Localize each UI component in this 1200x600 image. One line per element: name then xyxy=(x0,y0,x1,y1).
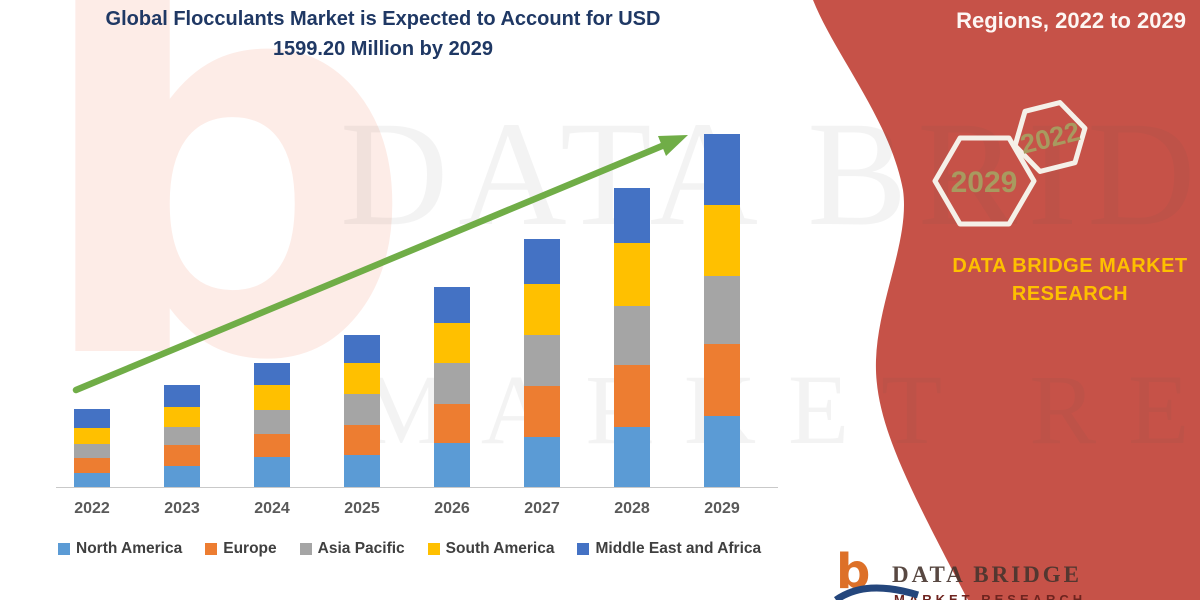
bar-segment xyxy=(524,334,560,386)
legend-label: Europe xyxy=(223,540,277,557)
legend-item: Middle East and Africa xyxy=(577,540,761,558)
trend-arrow-line xyxy=(72,142,666,394)
bar-segment xyxy=(434,404,470,444)
bar-segment xyxy=(614,305,650,365)
bar-segment xyxy=(254,385,290,410)
x-axis-label: 2024 xyxy=(254,500,290,517)
bar-segment xyxy=(614,364,650,427)
legend-item: North America xyxy=(58,540,182,558)
bar-segment xyxy=(344,424,380,455)
bar-segment xyxy=(704,134,740,205)
brand-name-line-1: DATA BRIDGE MARKET xyxy=(952,255,1188,277)
bar-segment xyxy=(164,466,200,487)
bar-segment xyxy=(344,454,380,487)
bar-segment xyxy=(704,204,740,276)
legend-swatch xyxy=(58,543,70,555)
x-axis-label: 2028 xyxy=(614,500,650,517)
bar-segment xyxy=(254,409,290,434)
x-axis-label: 2022 xyxy=(74,500,110,517)
footer-logo-subline: MARKET RESEARCH xyxy=(894,592,1087,600)
x-axis-label: 2027 xyxy=(524,500,560,517)
x-axis-line xyxy=(56,487,778,488)
legend-label: South America xyxy=(445,540,555,557)
bar-segment xyxy=(434,362,470,404)
footer-logo-name: DATA BRIDGE xyxy=(892,562,1082,587)
x-axis-label: 2029 xyxy=(704,500,740,517)
legend-item: Asia Pacific xyxy=(299,540,405,558)
legend-swatch xyxy=(299,543,312,555)
legend-swatch xyxy=(427,543,440,555)
trend-arrow-head xyxy=(658,135,688,156)
bar-segment xyxy=(524,436,560,487)
legend-item: Europe xyxy=(205,540,277,558)
bar-segment xyxy=(344,394,380,425)
bar-segment xyxy=(164,426,200,446)
bar-segment xyxy=(614,188,650,244)
bar-segment xyxy=(434,287,470,323)
bar-segment xyxy=(434,443,470,487)
bar-segment xyxy=(254,434,290,457)
watermark-line-1: DATA BRIDGE xyxy=(340,91,1200,257)
chart-title-line-2: 1599.20 Million by 2029 xyxy=(272,38,494,60)
hexagon-2022-outline xyxy=(1012,100,1088,174)
bar-segment xyxy=(74,473,110,487)
bar-segment xyxy=(164,406,200,427)
bar-segment xyxy=(524,238,560,284)
bar-segment xyxy=(74,428,110,445)
bar-segment xyxy=(74,444,110,459)
bar-segment xyxy=(704,415,740,487)
legend-swatch xyxy=(205,543,218,555)
bar-segment xyxy=(614,243,650,306)
hexagon-2029-label: 2029 xyxy=(951,166,1018,199)
banner-heading: Regions, 2022 to 2029 xyxy=(956,8,1186,33)
legend-label: North America xyxy=(76,540,183,557)
legend-label: Asia Pacific xyxy=(317,540,405,557)
x-axis-label: 2026 xyxy=(434,500,470,517)
bar-segment xyxy=(614,426,650,487)
bar-segment xyxy=(524,283,560,335)
chart-title-line-1: Global Flocculants Market is Expected to… xyxy=(105,8,661,30)
legend-item: South America xyxy=(427,540,555,558)
bar-segment xyxy=(344,335,380,364)
watermark-line-2: MARKET RESEARCH xyxy=(360,354,1200,465)
bar-segment xyxy=(704,343,740,416)
bar-segment xyxy=(74,458,110,474)
hexagon-2029: 2029 xyxy=(932,135,1037,227)
hexagon-2029-outline xyxy=(932,135,1037,227)
bar-segment xyxy=(704,275,740,344)
chart-legend: North America Europe Asia Pacific South Ame… xyxy=(58,540,761,558)
x-axis-label: 2025 xyxy=(344,500,380,517)
x-axis-label: 2023 xyxy=(164,500,200,517)
bar-segment xyxy=(164,384,200,407)
bar-segment xyxy=(434,322,470,363)
red-swoosh-path xyxy=(813,0,1200,600)
legend-label: Middle East and Africa xyxy=(595,540,762,557)
bar-segment xyxy=(254,456,290,487)
bar-segment xyxy=(74,409,110,429)
bar-segment xyxy=(524,385,560,437)
bar-segment xyxy=(164,445,200,467)
brand-name-line-2: RESEARCH xyxy=(1011,283,1129,305)
legend-swatch xyxy=(577,543,590,555)
footer-swoosh-path xyxy=(833,584,920,600)
bar-segment xyxy=(254,362,290,385)
bar-segment xyxy=(344,363,380,395)
